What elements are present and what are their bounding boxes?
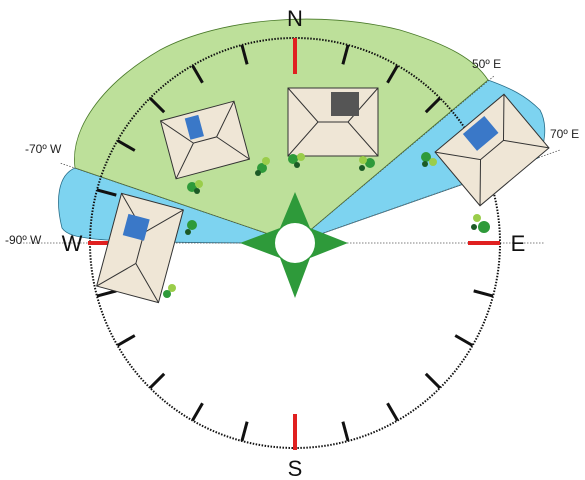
line-70w — [59, 162, 296, 244]
east-label: E — [511, 231, 526, 256]
house — [434, 93, 550, 207]
line-50e — [294, 75, 495, 244]
tick-mark — [191, 64, 204, 84]
tick-mark — [96, 289, 117, 298]
tick-mark — [96, 188, 117, 197]
tick-mark — [148, 96, 166, 114]
tick-mark — [454, 334, 474, 347]
house — [96, 192, 184, 304]
angle-label: 50º E — [472, 57, 501, 71]
north-label: N — [287, 6, 303, 31]
tick-mark — [116, 334, 136, 347]
house — [287, 87, 379, 157]
trees — [163, 152, 490, 298]
tick-mark — [386, 402, 399, 422]
west-label: W — [62, 231, 83, 256]
tick-mark — [191, 402, 204, 422]
angle-label: -70º W — [25, 142, 62, 156]
tick-mark — [240, 421, 249, 442]
tick-mark — [148, 372, 166, 390]
compass-center — [275, 223, 315, 263]
tick-mark — [424, 372, 442, 390]
tick-mark — [386, 64, 399, 84]
tick-mark — [424, 96, 442, 114]
tick-mark — [240, 44, 249, 65]
angle-label: -90º W — [5, 233, 42, 247]
house — [159, 100, 251, 180]
south-label: S — [288, 456, 303, 480]
tick-mark — [341, 421, 350, 442]
angle-label: 70º E — [550, 127, 579, 141]
tick-mark — [341, 44, 350, 65]
tick-mark — [473, 289, 494, 298]
tick-mark — [116, 139, 136, 152]
